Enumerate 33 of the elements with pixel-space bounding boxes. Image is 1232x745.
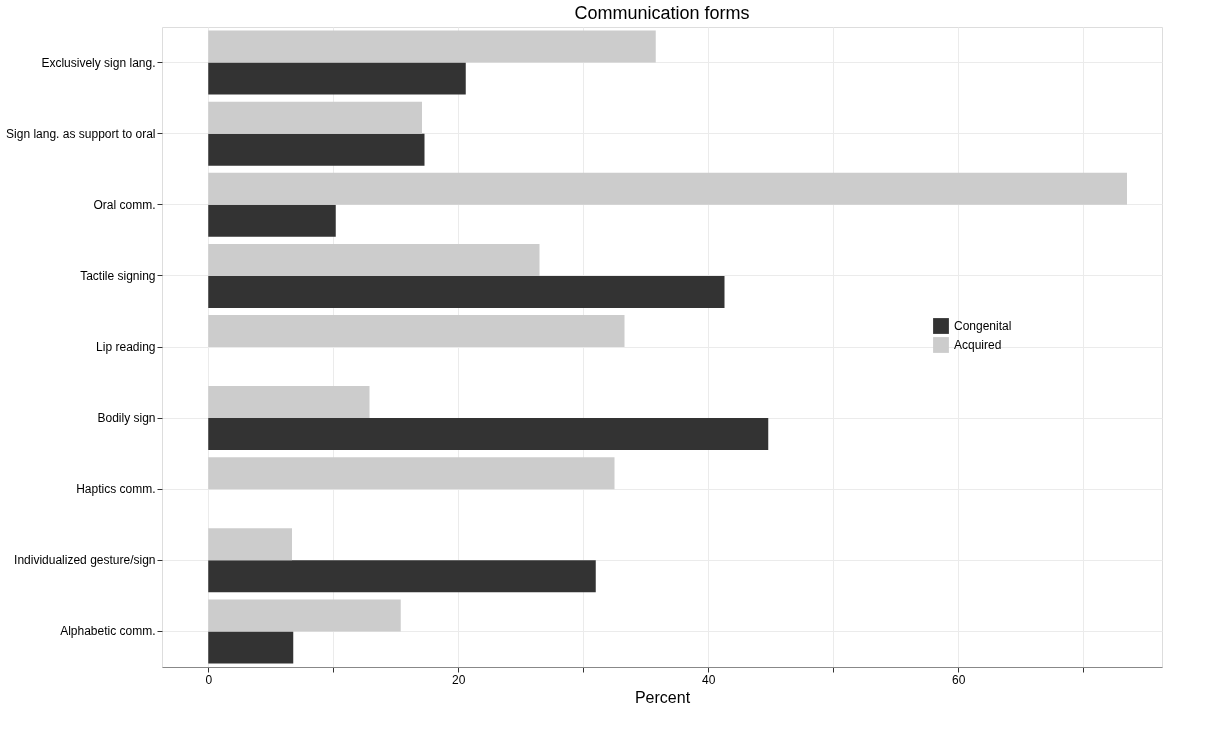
bar <box>208 528 292 561</box>
bar <box>208 599 401 632</box>
bar <box>208 101 422 134</box>
x-tick-label: 0 <box>205 672 213 687</box>
x-tick-label: 60 <box>952 672 966 687</box>
bar <box>208 631 294 664</box>
y-tick-label: Exclusively sign lang. <box>41 55 156 70</box>
legend-label: Congenital <box>954 319 1012 333</box>
bar <box>208 30 656 63</box>
bar <box>208 133 425 166</box>
bar <box>208 560 596 593</box>
y-tick-label: Sign lang. as support to oral <box>6 126 156 141</box>
x-tick-label: 40 <box>702 672 716 687</box>
bar <box>208 418 769 451</box>
y-tick-label: Alphabetic comm. <box>60 624 156 639</box>
bar <box>208 172 1127 205</box>
x-tick-label: 20 <box>452 672 466 687</box>
bar <box>208 386 370 419</box>
chart-title: Communication forms <box>574 3 750 23</box>
y-tick-label: Tactile signing <box>80 268 156 283</box>
bar <box>208 62 466 95</box>
bar <box>208 204 336 237</box>
bar <box>208 315 625 347</box>
bar <box>208 457 615 490</box>
y-tick-label: Lip reading <box>96 340 156 354</box>
y-tick-label: Bodily sign <box>97 411 156 426</box>
bar <box>208 275 725 308</box>
legend-label: Acquired <box>954 338 1002 352</box>
bar <box>208 243 540 276</box>
y-tick-label: Individualized gesture/sign <box>14 553 156 568</box>
y-tick-label: Haptics comm. <box>76 482 156 497</box>
y-tick-label: Oral comm. <box>93 197 156 212</box>
x-axis-title: Percent <box>634 688 691 706</box>
